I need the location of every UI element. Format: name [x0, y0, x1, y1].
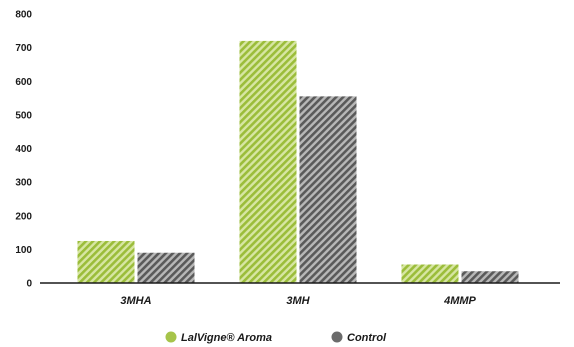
y-axis-ticks: 0 100 200 300 400 500 600 700 800: [15, 10, 32, 290]
bar-4mmp-control: [461, 271, 519, 283]
bar-3mh-lalvigne-aroma: [239, 40, 297, 284]
y-tick-label: 700: [15, 43, 32, 54]
y-tick-label: 0: [26, 279, 32, 290]
y-tick-label: 100: [15, 245, 32, 256]
bars: [77, 40, 519, 284]
y-tick-label: 800: [15, 10, 32, 21]
legend-swatch-lalvigne-aroma: [165, 331, 177, 343]
bar-4mmp-lalvigne-aroma: [401, 264, 459, 283]
legend-swatch-control: [331, 331, 343, 343]
y-tick-label: 600: [15, 77, 32, 88]
bar-3mha-lalvigne-aroma: [77, 240, 135, 283]
bar-3mh-control: [299, 96, 357, 283]
y-tick-label: 500: [15, 110, 32, 121]
category-label: 3MHA: [120, 295, 151, 307]
y-tick-label: 300: [15, 178, 32, 189]
legend: LalVigne® Aroma Control: [165, 331, 387, 344]
legend-label: LalVigne® Aroma: [181, 332, 272, 344]
y-tick-label: 200: [15, 211, 32, 222]
y-tick-label: 400: [15, 144, 32, 155]
category-label: 3MH: [286, 295, 310, 307]
category-label: 4MMP: [443, 295, 476, 307]
x-axis-category-labels: 3MHA 3MH 4MMP: [120, 295, 476, 307]
bar-3mha-control: [137, 252, 195, 283]
legend-label: Control: [347, 332, 387, 344]
